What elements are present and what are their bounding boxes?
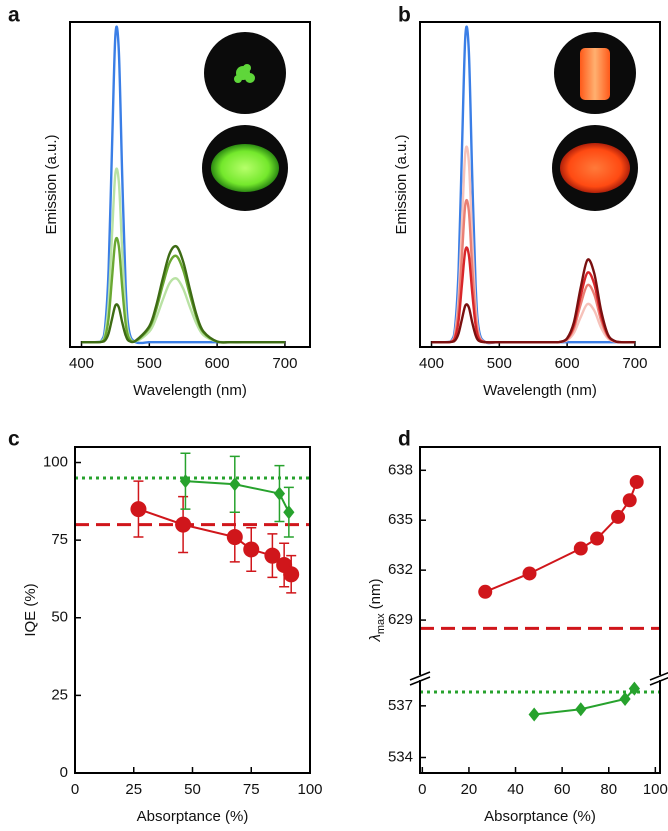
- x-tick-label: 600: [205, 355, 230, 372]
- marker: [619, 691, 631, 706]
- marker: [264, 547, 281, 564]
- marker: [573, 541, 588, 556]
- x-tick-label: 60: [554, 781, 571, 798]
- marker: [175, 516, 192, 533]
- x-tick-label: 500: [487, 355, 512, 372]
- x-tick-label: 700: [272, 355, 297, 372]
- spectrum-line: [431, 258, 635, 344]
- marker: [522, 566, 537, 581]
- plot-frame: [74, 446, 311, 774]
- y-tick-label: 100: [43, 453, 68, 470]
- marker: [590, 531, 605, 546]
- x-axis-label: Wavelength (nm): [133, 382, 247, 399]
- y-tick-label: 632: [388, 561, 413, 578]
- x-tick-label: 700: [622, 355, 647, 372]
- y-axis-label: IQE (%): [22, 583, 39, 636]
- plot-frame: [69, 21, 311, 348]
- axis-break-mark: [409, 671, 431, 681]
- x-tick-label: 25: [125, 781, 142, 798]
- series-line: [534, 687, 636, 716]
- y-label-subscript: max: [375, 613, 387, 634]
- marker: [130, 501, 147, 518]
- y-axis-label: Emission (a.u.): [43, 134, 60, 234]
- axis-break-gap: [417, 675, 423, 680]
- x-axis-label: Absorptance (%): [484, 808, 596, 825]
- x-axis-label: Absorptance (%): [137, 808, 249, 825]
- red-bottle: [580, 48, 610, 100]
- green-powder: [234, 64, 255, 83]
- plot-frame: [419, 446, 661, 774]
- x-tick-label: 0: [418, 781, 426, 798]
- panel-letter: a: [8, 4, 20, 27]
- y-tick-label: 629: [388, 611, 413, 628]
- marker: [622, 493, 637, 508]
- inset-photos: [202, 32, 638, 211]
- y-axis-label: Emission (a.u.): [393, 134, 410, 234]
- red-film: [560, 143, 630, 193]
- y-tick-label: 25: [51, 686, 68, 703]
- marker: [283, 566, 300, 583]
- x-tick-label: 40: [507, 781, 524, 798]
- marker: [179, 474, 192, 489]
- marker: [283, 505, 295, 520]
- y-tick-label: 75: [51, 531, 68, 548]
- x-tick-label: 75: [243, 781, 260, 798]
- axis-break-mark: [409, 676, 431, 686]
- series-line: [185, 480, 290, 513]
- y-tick-label: 0: [60, 764, 68, 781]
- y-tick-label: 50: [51, 609, 68, 626]
- marker: [628, 681, 640, 696]
- y-label-symbol: λ: [367, 634, 384, 642]
- x-tick-label: 400: [69, 355, 94, 372]
- axis-break-mark: [649, 671, 668, 681]
- marker: [629, 474, 644, 489]
- y-tick-label: 534: [388, 748, 413, 765]
- series-line: [138, 508, 292, 575]
- marker: [478, 584, 493, 599]
- marker: [226, 529, 243, 546]
- panel-letter: d: [398, 428, 411, 451]
- x-tick-label: 80: [600, 781, 617, 798]
- marker: [243, 541, 260, 558]
- marker: [528, 707, 540, 722]
- green-film: [211, 144, 279, 192]
- x-tick-label: 50: [184, 781, 201, 798]
- spectrum-line: [81, 25, 285, 345]
- y-tick-label: 638: [388, 461, 413, 478]
- spectrum-line: [81, 244, 285, 344]
- marker: [273, 486, 286, 501]
- x-tick-label: 0: [71, 781, 79, 798]
- x-tick-label: 500: [137, 355, 162, 372]
- y-tick-label: 635: [388, 511, 413, 528]
- series-line: [484, 481, 638, 593]
- marker: [611, 509, 626, 524]
- marker: [229, 477, 241, 492]
- x-tick-label: 400: [419, 355, 444, 372]
- x-tick-label: 20: [461, 781, 478, 798]
- x-tick-label: 600: [555, 355, 580, 372]
- x-tick-label: 100: [297, 781, 322, 798]
- axis-break-gap: [657, 675, 663, 680]
- x-tick-label: 100: [643, 781, 668, 798]
- axis-break-mark: [649, 676, 668, 686]
- y-label-unit: (nm): [367, 578, 384, 609]
- y-tick-label: 537: [388, 697, 413, 714]
- marker: [575, 702, 587, 717]
- plot-frame: [419, 21, 661, 348]
- panel-letter: b: [398, 4, 411, 27]
- panel-letter: c: [8, 428, 20, 451]
- spectrum-line: [81, 167, 285, 344]
- x-axis-label: Wavelength (nm): [483, 382, 597, 399]
- y-axis-label: λmax (nm): [367, 578, 387, 642]
